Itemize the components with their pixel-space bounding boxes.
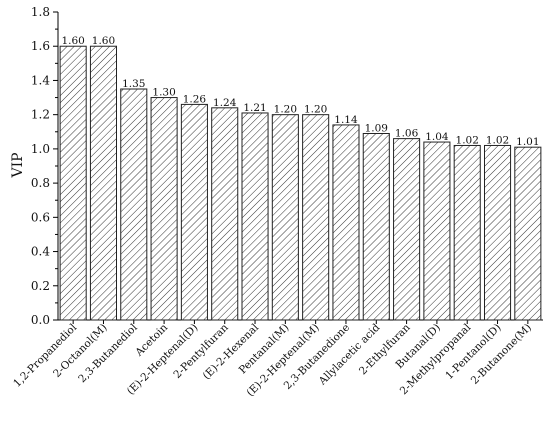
bar xyxy=(211,107,239,321)
y-tick-label: 0.4 xyxy=(31,245,50,259)
bar-value-label: 1.21 xyxy=(243,102,266,114)
bar-value-label: 1.20 xyxy=(274,104,297,116)
bar-value-label: 1.06 xyxy=(395,128,419,140)
bar xyxy=(514,146,542,321)
bar-value-label: 1.04 xyxy=(425,131,449,143)
bar-value-label: 1.60 xyxy=(92,35,115,47)
y-tick-label: 0.8 xyxy=(31,176,50,190)
bar-value-label: 1.14 xyxy=(334,114,358,126)
bar-value-label: 1.60 xyxy=(61,35,84,47)
bar xyxy=(59,45,87,321)
bar xyxy=(302,114,330,321)
bar-value-label: 1.09 xyxy=(365,122,388,134)
bar xyxy=(483,144,512,321)
y-tick-label: 0.6 xyxy=(31,210,50,224)
bar xyxy=(393,138,421,321)
bar-value-label: 1.30 xyxy=(152,87,175,99)
y-tick-label: 1.6 xyxy=(31,39,50,53)
bars: 1.60 1.60 1.35 1.30 1.26 1.24 1.21 1.20 1.20 1.14… xyxy=(59,35,542,321)
bar-value-label: 1.02 xyxy=(486,134,509,146)
bar-value-label: 1.26 xyxy=(183,93,207,105)
bar-value-label: 1.20 xyxy=(304,104,327,116)
y-tick-label: 0.2 xyxy=(31,279,50,293)
bar-value-label: 1.01 xyxy=(516,136,539,148)
bar-value-label: 1.02 xyxy=(456,134,479,146)
y-tick-label: 0.0 xyxy=(31,313,50,327)
bar xyxy=(423,141,451,321)
y-tick-label: 1.0 xyxy=(31,142,50,156)
y-tick-label: 1.8 xyxy=(31,5,50,19)
bar xyxy=(332,124,360,321)
bar xyxy=(271,114,299,321)
bar xyxy=(180,103,208,321)
y-axis-title: VIP xyxy=(10,152,26,178)
bar xyxy=(120,88,148,321)
bar xyxy=(453,144,481,321)
bar xyxy=(241,112,269,321)
bar xyxy=(150,97,178,321)
y-tick-label: 1.4 xyxy=(31,73,50,87)
y-tick-label: 1.2 xyxy=(31,108,50,122)
bar-value-label: 1.24 xyxy=(213,97,237,109)
bar xyxy=(89,45,118,321)
bar xyxy=(362,132,390,321)
bar-value-label: 1.35 xyxy=(122,78,145,90)
